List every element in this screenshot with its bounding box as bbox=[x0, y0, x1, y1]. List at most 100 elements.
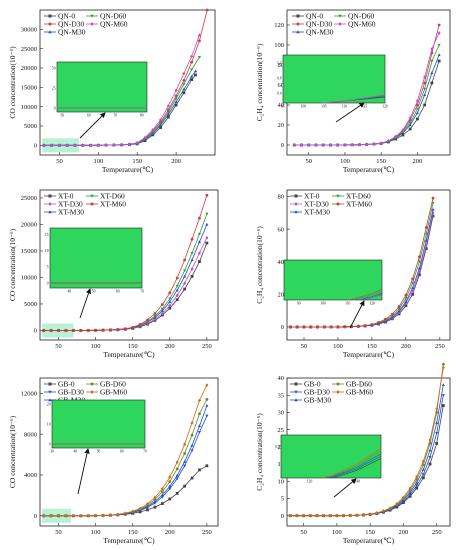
data-point bbox=[183, 484, 187, 488]
data-point bbox=[71, 513, 75, 518]
y-tick-label: 100 bbox=[274, 42, 284, 49]
data-point bbox=[370, 323, 374, 326]
inset-x-tick-label: 120 bbox=[370, 302, 376, 306]
data-point bbox=[182, 87, 186, 91]
data-point bbox=[151, 133, 155, 137]
data-point bbox=[160, 309, 164, 312]
y-tick-label: 20000 bbox=[21, 65, 37, 72]
chart-panel-4: 50 100 150 200 250 0 20 40 60 80 Temperature(℃) C₂H… bbox=[255, 189, 451, 359]
y-tick-label: 25000 bbox=[21, 195, 37, 202]
legend-marker bbox=[294, 382, 298, 386]
data-point bbox=[397, 310, 401, 315]
data-point bbox=[205, 212, 209, 216]
data-point bbox=[166, 110, 170, 114]
data-point bbox=[166, 104, 170, 108]
legend-marker bbox=[48, 390, 52, 394]
y-tick-label: 5000 bbox=[24, 123, 37, 130]
data-point bbox=[428, 448, 432, 452]
data-point bbox=[421, 476, 425, 480]
data-point bbox=[411, 289, 415, 293]
legend-marker bbox=[294, 202, 298, 206]
data-point bbox=[190, 237, 194, 241]
data-point bbox=[435, 441, 439, 445]
zoom-arrow bbox=[79, 288, 92, 319]
y-tick-label: 30000 bbox=[21, 27, 37, 34]
data-point bbox=[160, 486, 164, 491]
data-point bbox=[421, 459, 425, 464]
data-point bbox=[64, 329, 68, 332]
data-point bbox=[42, 329, 46, 332]
data-point bbox=[190, 74, 194, 78]
legend-label: XT-D30 bbox=[58, 200, 83, 209]
data-point bbox=[430, 71, 434, 75]
data-point bbox=[153, 312, 157, 315]
data-point bbox=[437, 53, 441, 57]
x-tick-label: 100 bbox=[91, 343, 101, 350]
x-tick-label: 50 bbox=[56, 158, 63, 165]
data-point bbox=[183, 442, 187, 447]
data-point bbox=[182, 78, 186, 82]
series-XT-M60 bbox=[288, 196, 435, 329]
legend-marker bbox=[90, 194, 94, 198]
data-point bbox=[183, 274, 187, 278]
data-point bbox=[441, 362, 445, 366]
legend-label: QN-D60 bbox=[100, 12, 126, 21]
legend-label: XT-0 bbox=[304, 192, 320, 201]
data-point bbox=[198, 260, 201, 263]
inset-x-tick-label: 95 bbox=[281, 105, 285, 109]
inset-x-tick-label: 40 bbox=[68, 290, 72, 294]
data-point bbox=[308, 513, 312, 518]
data-point bbox=[302, 513, 306, 518]
y-tick-label: 25000 bbox=[21, 46, 37, 53]
data-point bbox=[190, 251, 194, 255]
inset-y-tick-label: 10 bbox=[47, 422, 51, 426]
inset-x-tick-label: 140 bbox=[354, 480, 360, 484]
data-point bbox=[441, 394, 445, 397]
data-point bbox=[194, 73, 197, 77]
y-tick-label: 40 bbox=[278, 102, 285, 109]
data-point bbox=[437, 43, 441, 47]
data-point bbox=[343, 325, 347, 329]
data-point bbox=[182, 71, 186, 76]
x-axis-title: Temperature(℃) bbox=[343, 350, 395, 359]
x-tick-label: 200 bbox=[399, 529, 409, 536]
x-axis-title: Temperature(℃) bbox=[103, 536, 155, 545]
inset-x-tick-label: 70 bbox=[113, 114, 117, 118]
legend-label: QN-0 bbox=[58, 12, 75, 21]
y-tick-label: 5 bbox=[281, 496, 284, 503]
inset-frame bbox=[280, 434, 382, 479]
data-point bbox=[424, 238, 428, 242]
data-point bbox=[138, 322, 142, 326]
data-point bbox=[395, 501, 399, 506]
data-point bbox=[417, 266, 421, 270]
y-tick-label: 80 bbox=[278, 194, 285, 201]
x-axis-title: Temperature(℃) bbox=[103, 350, 155, 359]
data-point bbox=[205, 414, 209, 418]
legend-label: XT-M30 bbox=[58, 208, 84, 217]
legend-marker bbox=[294, 194, 298, 198]
x-tick-label: 100 bbox=[333, 343, 343, 350]
y-tick-label: 80 bbox=[278, 62, 285, 69]
data-point bbox=[415, 480, 419, 484]
data-point bbox=[423, 87, 427, 91]
legend-marker bbox=[336, 202, 340, 206]
data-point bbox=[174, 103, 178, 107]
inset-y-tick-label: 20 bbox=[47, 402, 51, 406]
data-point bbox=[431, 214, 435, 218]
y-axis-title: C₂H₄ concentration(10⁻⁶) bbox=[255, 413, 264, 491]
chart-panel-2: 50 100 150 200 0 20 40 60 80 100 120 Temperature(℃)… bbox=[255, 9, 451, 174]
series-line bbox=[290, 198, 434, 328]
plot-frame bbox=[39, 9, 216, 156]
inset-series bbox=[52, 443, 145, 445]
x-tick-label: 100 bbox=[91, 529, 101, 536]
data-point bbox=[109, 328, 112, 332]
legend-marker bbox=[294, 390, 298, 394]
data-point bbox=[381, 509, 386, 513]
legend-marker bbox=[296, 30, 300, 34]
x-tick-label: 50 bbox=[55, 529, 62, 536]
data-point bbox=[174, 88, 178, 93]
data-point bbox=[316, 325, 319, 329]
data-point bbox=[146, 320, 150, 324]
y-tick-label: 0 bbox=[34, 513, 37, 520]
